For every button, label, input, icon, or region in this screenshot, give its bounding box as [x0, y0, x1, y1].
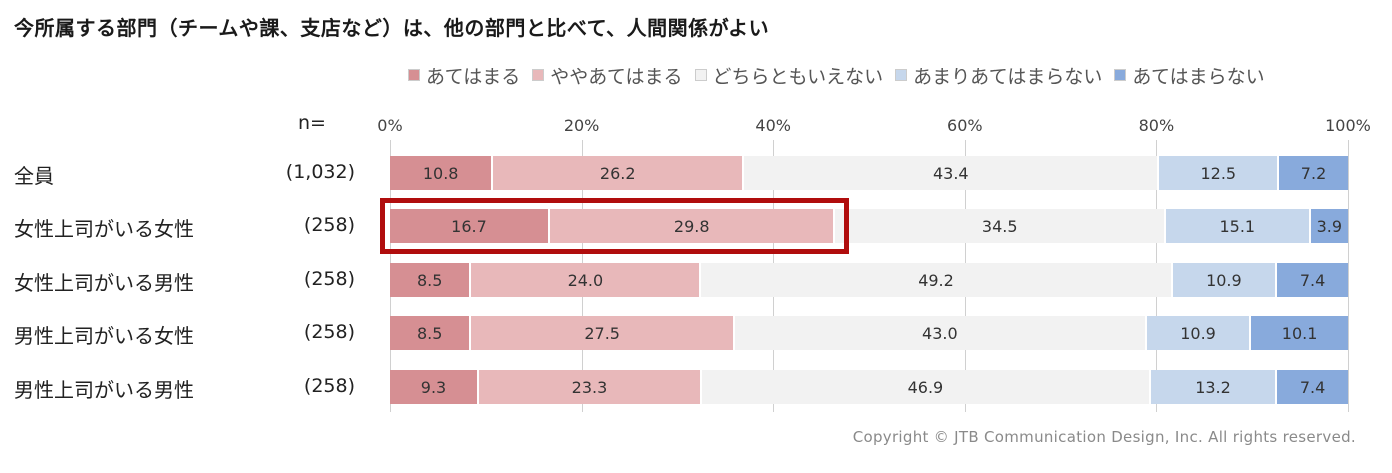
legend-item: あまりあてはまらない	[895, 62, 1102, 89]
legend-swatch	[895, 69, 908, 81]
legend-swatch	[694, 69, 707, 81]
bar-segment: 9.3	[390, 370, 479, 404]
legend-item: あてはまらない	[1114, 62, 1265, 89]
data-label: 29.8	[673, 216, 710, 236]
n-value: (258)	[303, 268, 355, 290]
data-label: 23.3	[571, 377, 608, 397]
data-label: 8.5	[416, 323, 443, 343]
category-label: 男性上司がいる女性	[14, 324, 194, 348]
x-tick-label: 100%	[1325, 116, 1371, 135]
bar-segment: 7.4	[1277, 263, 1348, 297]
data-label: 16.7	[451, 216, 487, 236]
category-label: 男性上司がいる男性	[14, 378, 194, 402]
legend-label: あまりあてはまらない	[913, 65, 1103, 88]
x-tick-label: 20%	[563, 116, 600, 135]
bar-segment: 43.4	[744, 156, 1160, 190]
data-label: 27.5	[584, 323, 620, 343]
legend-label: あてはまる	[426, 65, 521, 88]
category-label: 女性上司がいる男性	[14, 271, 194, 295]
data-label: 9.3	[420, 377, 447, 397]
data-label: 15.1	[1219, 216, 1256, 236]
x-tick-label: 80%	[1138, 116, 1175, 135]
bar-segment: 13.2	[1150, 370, 1278, 404]
bar-segment: 7.4	[1277, 370, 1348, 404]
data-label: 8.5	[416, 270, 443, 290]
data-label: 43.0	[922, 323, 958, 343]
legend-item: どちらともいえない	[694, 62, 884, 89]
bar-segment: 26.2	[493, 156, 745, 190]
bar-segment: 10.9	[1146, 316, 1252, 350]
data-label: 10.1	[1281, 323, 1318, 343]
n-value: (258)	[303, 375, 355, 397]
legend-label: どちらともいえない	[712, 65, 884, 88]
legend-swatch	[1114, 69, 1127, 81]
data-label: 34.5	[981, 216, 1018, 236]
highlight-box	[380, 198, 850, 254]
n-header: n=	[298, 112, 326, 134]
category-label: 全員	[14, 164, 54, 188]
bar-segment: 24.0	[471, 263, 702, 297]
bar-segment: 27.5	[471, 316, 735, 350]
data-label: 12.5	[1200, 163, 1237, 183]
n-value: (1,032)	[285, 161, 355, 183]
bar-segment: 10.8	[390, 156, 494, 190]
legend-swatch	[532, 69, 545, 81]
bar-segment: 10.9	[1172, 263, 1278, 297]
bar-segment: 23.3	[479, 370, 702, 404]
legend-label: ややあてはまる	[550, 65, 683, 88]
bar-segment: 12.5	[1159, 156, 1280, 190]
data-label: 46.9	[907, 377, 944, 397]
legend-item: あてはまる	[408, 62, 520, 89]
legend: あてはまる ややあてはまる どちらともいえない あまりあてはまらない あてはまらない	[408, 62, 1277, 88]
data-label: 7.2	[1300, 163, 1327, 183]
bar-segment: 46.9	[701, 370, 1151, 404]
data-label: 26.2	[599, 163, 636, 183]
bar-segment: 7.2	[1279, 156, 1348, 190]
data-label: 49.2	[918, 270, 954, 290]
bar-segment: 43.0	[734, 316, 1147, 350]
n-value: (258)	[303, 214, 355, 236]
bar-segment: 8.5	[390, 263, 472, 297]
copyright-text: Copyright © JTB Communication Design, In…	[852, 428, 1356, 446]
data-label: 10.8	[422, 163, 459, 183]
data-label: 10.9	[1206, 270, 1242, 290]
data-label: 7.4	[1299, 377, 1326, 397]
bar-segment: 49.2	[701, 263, 1173, 297]
bar-segment: 3.9	[1310, 209, 1348, 243]
bar-segment: 8.5	[390, 316, 472, 350]
category-label: 女性上司がいる女性	[14, 217, 194, 241]
data-label: 24.0	[567, 270, 604, 290]
x-tick-label: 60%	[947, 116, 983, 135]
legend-item: ややあてはまる	[532, 62, 683, 89]
x-tick-label: 40%	[755, 116, 791, 135]
chart-title: 今所属する部門（チームや課、支店など）は、他の部門と比べて、人間関係がよい	[14, 16, 770, 40]
bar-segment: 10.1	[1251, 316, 1348, 350]
bar-segment: 34.5	[835, 209, 1166, 243]
data-label: 10.9	[1180, 323, 1216, 343]
bar-segment: 15.1	[1165, 209, 1311, 243]
data-label: 13.2	[1195, 377, 1231, 397]
legend-label: あてはまらない	[1132, 65, 1265, 88]
n-value: (258)	[303, 321, 355, 343]
x-tick-label: 0%	[377, 116, 403, 135]
gridline	[1348, 140, 1349, 412]
data-label: 7.4	[1299, 270, 1326, 290]
bar-segment: 16.7	[390, 209, 550, 243]
legend-swatch	[408, 69, 420, 81]
bar-segment: 29.8	[549, 209, 836, 243]
data-label: 3.9	[1316, 216, 1343, 236]
data-label: 43.4	[932, 163, 969, 183]
